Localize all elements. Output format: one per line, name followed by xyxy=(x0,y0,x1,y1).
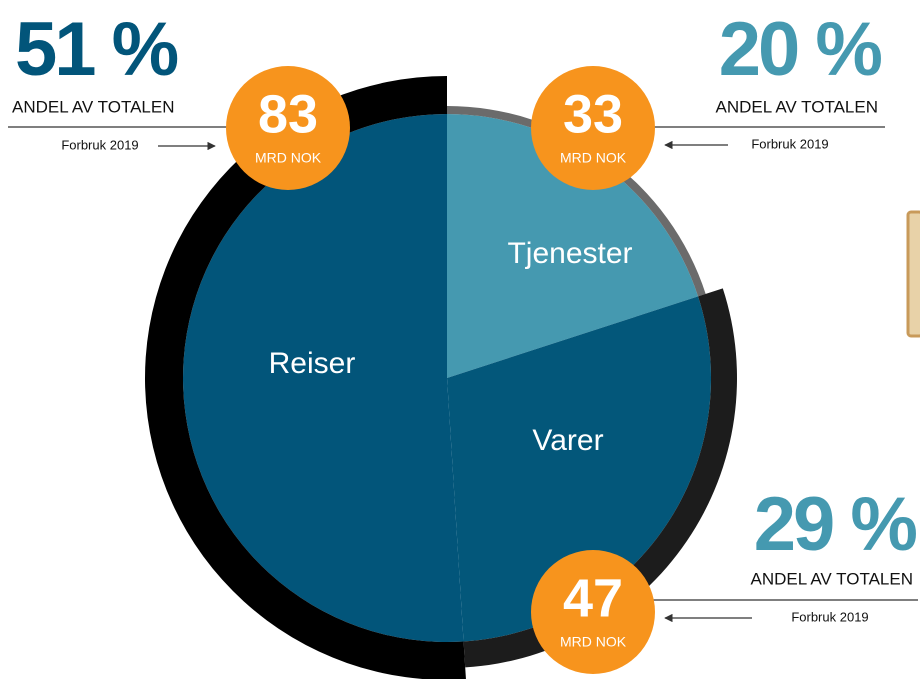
amount-unit: MRD NOK xyxy=(255,150,322,166)
slice-label: Varer xyxy=(532,424,603,457)
amount-value: 83 xyxy=(258,84,318,144)
percent-label: 29 % xyxy=(754,482,917,567)
pie-slice xyxy=(183,114,464,642)
amount-badge xyxy=(531,550,655,674)
period-label: Forbruk 2019 xyxy=(751,136,828,151)
amount-unit: MRD NOK xyxy=(560,634,627,650)
share-label: ANDEL AV TOTALEN xyxy=(12,97,175,116)
slice-label: Tjenester xyxy=(507,237,632,270)
amount-badge xyxy=(226,66,350,190)
percent-label: 20 % xyxy=(719,7,882,92)
period-label: Forbruk 2019 xyxy=(791,609,868,624)
ring-segment xyxy=(463,288,738,668)
amount-value: 47 xyxy=(563,568,623,628)
amount-badge xyxy=(531,66,655,190)
share-label: ANDEL AV TOTALEN xyxy=(750,569,913,588)
amount-unit: MRD NOK xyxy=(560,150,627,166)
percent-label: 51 % xyxy=(15,7,178,92)
pie-slice xyxy=(447,296,711,642)
share-label: ANDEL AV TOTALEN xyxy=(715,97,878,116)
decoration xyxy=(906,210,920,338)
period-label: Forbruk 2019 xyxy=(61,137,138,152)
ring-segment xyxy=(145,76,466,679)
slice-label: Reiser xyxy=(269,347,356,380)
amount-value: 33 xyxy=(563,84,623,144)
pie-slice xyxy=(447,114,699,378)
